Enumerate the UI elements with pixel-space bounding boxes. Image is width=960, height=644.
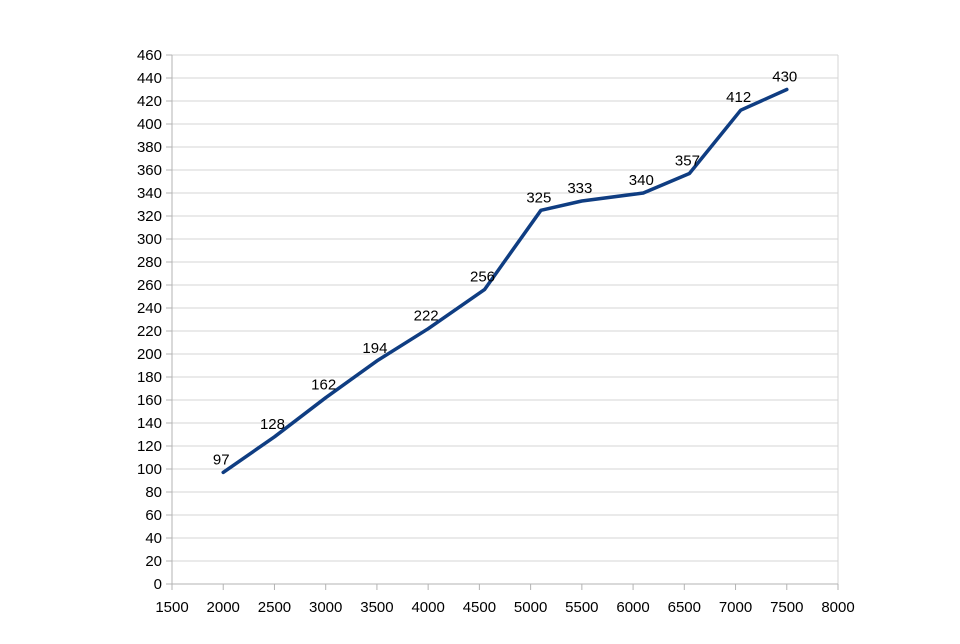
y-tick-label: 260 bbox=[137, 277, 162, 294]
y-tick-label: 380 bbox=[137, 139, 162, 156]
y-tick-label: 120 bbox=[137, 438, 162, 455]
y-tick-label: 200 bbox=[137, 346, 162, 363]
y-tick-label: 160 bbox=[137, 392, 162, 409]
y-tick-label: 240 bbox=[137, 300, 162, 317]
x-tick-label: 5000 bbox=[514, 599, 547, 616]
y-tick-label: 140 bbox=[137, 415, 162, 432]
data-labels: 97 128 162 194 222 256 325 333 340 357 412 430 bbox=[213, 69, 797, 469]
data-label: 325 bbox=[526, 189, 551, 206]
y-tick-label: 20 bbox=[145, 553, 162, 570]
y-tick-label: 100 bbox=[137, 461, 162, 478]
data-label: 333 bbox=[567, 180, 592, 197]
x-tick-label: 3500 bbox=[360, 599, 393, 616]
y-tick-label: 440 bbox=[137, 70, 162, 87]
y-tick-label: 80 bbox=[145, 484, 162, 501]
x-tick-label: 7500 bbox=[770, 599, 803, 616]
y-tick-label: 300 bbox=[137, 231, 162, 248]
x-tick-label: 6500 bbox=[668, 599, 701, 616]
x-tick-label: 7000 bbox=[719, 599, 752, 616]
y-tick-label: 340 bbox=[137, 185, 162, 202]
y-tick-label: 400 bbox=[137, 116, 162, 133]
x-tick-label: 4500 bbox=[463, 599, 496, 616]
y-tick-label: 40 bbox=[145, 530, 162, 547]
x-tick-label: 6000 bbox=[616, 599, 649, 616]
data-label: 412 bbox=[726, 89, 751, 106]
y-tick-label: 460 bbox=[137, 47, 162, 64]
x-tick-label: 5500 bbox=[565, 599, 598, 616]
series-line bbox=[221, 87, 789, 475]
y-tick-label: 360 bbox=[137, 162, 162, 179]
y-tick-label: 0 bbox=[154, 576, 162, 593]
data-label: 340 bbox=[629, 172, 654, 189]
y-tick-label: 220 bbox=[137, 323, 162, 340]
x-tick-label: 2000 bbox=[207, 599, 240, 616]
y-tick-labels: 0 20 40 60 80 100 120 140 160 180 200 220 240 260 280 3… bbox=[137, 47, 162, 593]
series-group bbox=[221, 87, 789, 475]
data-label: 357 bbox=[675, 152, 700, 169]
data-label: 128 bbox=[260, 416, 285, 433]
y-tick-label: 280 bbox=[137, 254, 162, 271]
x-tick-label: 1500 bbox=[155, 599, 188, 616]
x-tick-label: 3000 bbox=[309, 599, 342, 616]
y-tick-label: 180 bbox=[137, 369, 162, 386]
data-label: 430 bbox=[772, 69, 797, 86]
data-label: 222 bbox=[414, 308, 439, 325]
x-tick-label: 8000 bbox=[821, 599, 854, 616]
x-tick-labels: 1500 2000 2500 3000 3500 4000 4500 5000 5500 6000… bbox=[155, 599, 854, 616]
data-label: 97 bbox=[213, 451, 230, 468]
data-label: 256 bbox=[470, 269, 495, 286]
gridlines bbox=[172, 54, 839, 584]
axes bbox=[166, 54, 839, 590]
x-tick-label: 2500 bbox=[258, 599, 291, 616]
y-tick-label: 420 bbox=[137, 93, 162, 110]
data-label: 194 bbox=[362, 340, 387, 357]
data-label: 162 bbox=[311, 377, 336, 394]
y-tick-label: 60 bbox=[145, 507, 162, 524]
y-tick-label: 320 bbox=[137, 208, 162, 225]
x-tick-label: 4000 bbox=[411, 599, 444, 616]
